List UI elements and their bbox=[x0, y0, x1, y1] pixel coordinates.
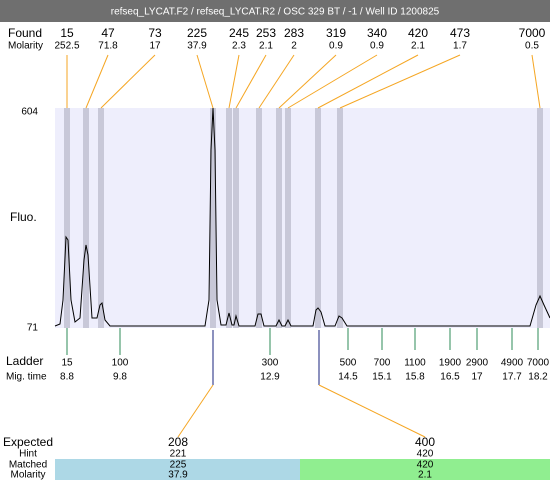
mig-time: 18.2 bbox=[528, 372, 548, 383]
ladder-size: 4900 bbox=[501, 358, 524, 369]
matched-molarity: 2.1 bbox=[418, 470, 432, 480]
matched-molarity: 37.9 bbox=[168, 470, 188, 480]
found-molarity: 0.5 bbox=[525, 41, 539, 52]
found-size: 47 bbox=[101, 26, 115, 40]
peak-band bbox=[337, 108, 343, 328]
peak-band bbox=[98, 108, 104, 328]
ladder-label: Ladder bbox=[6, 354, 43, 368]
peak-connector bbox=[339, 54, 461, 109]
connector bbox=[177, 384, 214, 438]
mig-time-label: Mig. time bbox=[6, 372, 47, 383]
peak-connector bbox=[278, 54, 337, 109]
matched: 420 bbox=[417, 460, 434, 471]
found-size: 473 bbox=[450, 26, 470, 40]
mig-time: 14.5 bbox=[338, 372, 358, 383]
hint: 420 bbox=[417, 449, 434, 460]
found-size: 283 bbox=[284, 26, 304, 40]
expected-size: 400 bbox=[415, 435, 435, 449]
found-molarity: 0.9 bbox=[329, 41, 343, 52]
ladder-size: 1900 bbox=[439, 358, 462, 369]
peak-band bbox=[226, 108, 232, 328]
peak-band bbox=[83, 108, 89, 328]
ladder-size: 100 bbox=[112, 358, 129, 369]
found-size: 73 bbox=[148, 26, 162, 40]
found-molarity: 2.1 bbox=[259, 41, 273, 52]
peak-band bbox=[315, 108, 321, 328]
mig-time: 17.7 bbox=[502, 372, 522, 383]
peak-band bbox=[64, 108, 70, 328]
y-min-label: 71 bbox=[27, 323, 39, 334]
mig-time: 8.8 bbox=[60, 372, 74, 383]
found-size: 245 bbox=[229, 26, 249, 40]
ladder-size: 15 bbox=[61, 358, 73, 369]
found-size: 420 bbox=[408, 26, 428, 40]
peak-connector bbox=[235, 54, 267, 109]
found-size: 340 bbox=[367, 26, 387, 40]
ladder-size: 300 bbox=[262, 358, 279, 369]
peak-connector bbox=[196, 54, 214, 109]
found-size: 7000 bbox=[519, 26, 546, 40]
found-molarity: 1.7 bbox=[453, 41, 467, 52]
hint-label: Hint bbox=[19, 449, 37, 460]
peak-band bbox=[537, 108, 543, 328]
expected-size: 208 bbox=[168, 435, 188, 449]
ladder-size: 700 bbox=[374, 358, 391, 369]
peak-band bbox=[256, 108, 262, 328]
expected-label: Expected bbox=[3, 435, 53, 449]
molarity-label: Molarity bbox=[8, 41, 43, 52]
y-max-label: 604 bbox=[21, 107, 38, 118]
mig-time: 9.8 bbox=[113, 372, 127, 383]
molarity-label: Molarity bbox=[10, 470, 45, 480]
found-molarity: 37.9 bbox=[187, 41, 207, 52]
ladder-size: 7000 bbox=[527, 358, 550, 369]
peak-connector bbox=[85, 54, 109, 109]
peak-band bbox=[210, 108, 216, 328]
y-axis-label: Fluo. bbox=[10, 210, 37, 224]
connector bbox=[318, 384, 426, 438]
title: refseq_LYCAT.F2 / refseq_LYCAT.R2 / OSC … bbox=[111, 7, 440, 18]
found-label: Found bbox=[8, 26, 42, 40]
peak-connector bbox=[531, 54, 541, 109]
peak-connector bbox=[317, 54, 419, 109]
mig-time: 12.9 bbox=[260, 372, 280, 383]
trace bbox=[54, 107, 550, 327]
found-size: 253 bbox=[256, 26, 276, 40]
ladder-size: 2900 bbox=[466, 358, 489, 369]
mig-time: 15.1 bbox=[372, 372, 392, 383]
found-molarity: 71.8 bbox=[98, 41, 118, 52]
matched-band-2 bbox=[300, 459, 550, 480]
peak-connector bbox=[287, 54, 378, 109]
hint: 221 bbox=[170, 449, 187, 460]
ladder-size: 500 bbox=[340, 358, 357, 369]
peak-band bbox=[276, 108, 282, 328]
plot-area bbox=[55, 108, 550, 328]
found-molarity: 2 bbox=[291, 41, 297, 52]
found-size: 15 bbox=[60, 26, 74, 40]
peak-band bbox=[233, 108, 239, 328]
peak-band bbox=[285, 108, 291, 328]
peak-connector bbox=[100, 54, 156, 109]
found-size: 225 bbox=[187, 26, 207, 40]
peak-connector bbox=[228, 54, 240, 109]
mig-time: 15.8 bbox=[405, 372, 425, 383]
found-molarity: 2.3 bbox=[232, 41, 246, 52]
found-molarity: 17 bbox=[149, 41, 161, 52]
found-molarity: 2.1 bbox=[411, 41, 425, 52]
peak-connector bbox=[258, 54, 295, 109]
matched-band-1 bbox=[55, 459, 300, 480]
found-molarity: 0.9 bbox=[370, 41, 384, 52]
mig-time: 16.5 bbox=[440, 372, 460, 383]
found-molarity: 252.5 bbox=[54, 41, 79, 52]
mig-time: 17 bbox=[471, 372, 483, 383]
title-bar bbox=[0, 0, 550, 22]
matched: 225 bbox=[170, 460, 187, 471]
ladder-size: 1100 bbox=[404, 358, 426, 369]
matched-label: Matched bbox=[9, 460, 47, 471]
found-size: 319 bbox=[326, 26, 346, 40]
